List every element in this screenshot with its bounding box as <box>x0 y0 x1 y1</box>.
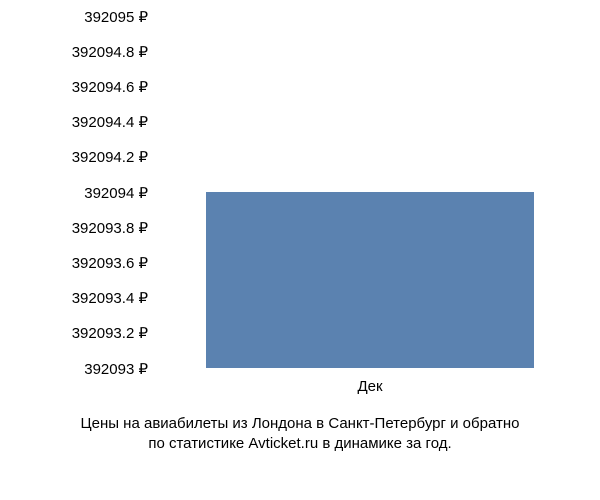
y-tick-label: 392093.6 ₽ <box>72 254 148 272</box>
caption-line-2: по статистике Avticket.ru в динамике за … <box>0 434 600 454</box>
caption-line-1: Цены на авиабилеты из Лондона в Санкт-Пе… <box>0 414 600 434</box>
y-tick-label: 392094.2 ₽ <box>72 148 148 166</box>
y-tick-label: 392093.2 ₽ <box>72 324 148 342</box>
y-tick-label: 392093.4 ₽ <box>72 289 148 307</box>
chart-caption: Цены на авиабилеты из Лондона в Санкт-Пе… <box>0 414 600 455</box>
y-tick-label: 392094.4 ₽ <box>72 113 148 131</box>
x-tick-label: Дек <box>330 378 410 395</box>
y-tick-label: 392094.8 ₽ <box>72 43 148 61</box>
y-tick-label: 392095 ₽ <box>84 8 148 26</box>
price-chart: 392095 ₽ 392094.8 ₽ 392094.6 ₽ 392094.4 ₽ 39… <box>0 0 600 500</box>
y-tick-label: 392093.8 ₽ <box>72 219 148 237</box>
y-tick-label: 392093 ₽ <box>84 360 148 378</box>
bar <box>206 192 534 368</box>
y-tick-label: 392094.6 ₽ <box>72 78 148 96</box>
y-tick-label: 392094 ₽ <box>84 184 148 202</box>
